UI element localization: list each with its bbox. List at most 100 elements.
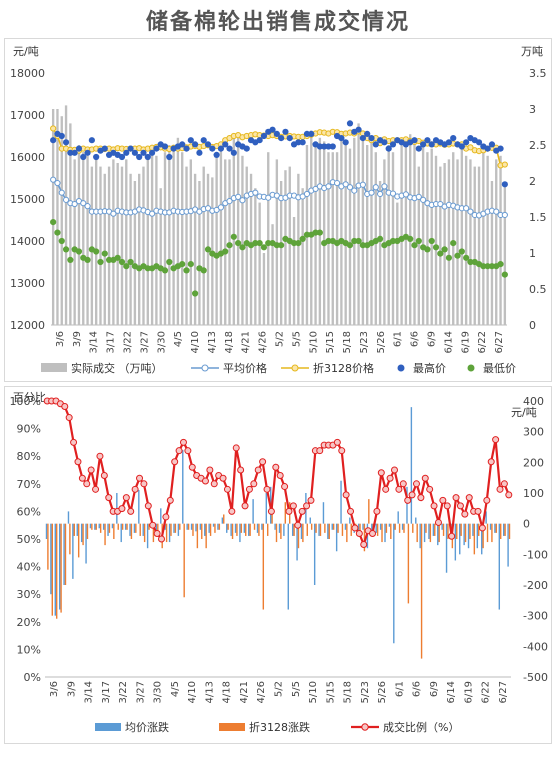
top-volume-bar-58 <box>301 188 304 325</box>
bottom-left-tick-3: 30% <box>17 588 41 601</box>
bottom-avg-change-bar-61 <box>313 523 316 585</box>
top-volume-bar-39 <box>219 148 223 325</box>
top-low-price-point-62 <box>316 229 323 236</box>
bottom-ratio-point-48 <box>254 466 262 474</box>
bottom-zhe-change-bar-43 <box>236 523 238 536</box>
bottom-zhe-change-bar-16 <box>117 523 119 530</box>
top-high-price-point-79 <box>389 141 397 148</box>
top-legend-low-marker <box>467 364 475 372</box>
bottom-ratio-point-32 <box>184 447 192 455</box>
bottom-avg-change-bar-0 <box>45 523 48 539</box>
bottom-zhe-change-bar-105 <box>508 523 511 539</box>
bottom-avg-change-bar-69 <box>349 517 351 524</box>
chart-title: 储备棉轮出销售成交情况 <box>145 10 410 35</box>
top-legend-zhe-label: 折3128价格 <box>313 361 374 375</box>
bottom-avg-change-bar-7 <box>76 523 78 536</box>
top-legend-high-label: 最高价 <box>413 361 446 375</box>
top-low-price-point-8 <box>84 256 91 263</box>
bottom-avg-change-bar-62 <box>318 523 320 536</box>
top-low-price-point-61 <box>312 229 319 236</box>
bottom-zhe-change-bar-85 <box>420 523 423 659</box>
top-legend-zhe-marker <box>291 364 299 372</box>
top-low-price-point-47 <box>252 240 259 247</box>
bottom-x-tick-0: 3/6 <box>49 681 60 697</box>
bottom-avg-change-bar-90 <box>441 523 443 530</box>
bottom-legend-avg-swatch <box>95 723 121 731</box>
top-low-price-point-48 <box>256 240 263 247</box>
top-zhe3128-point-97 <box>467 144 474 151</box>
top-low-price-point-71 <box>355 237 362 245</box>
top-volume-bar-91 <box>443 163 446 325</box>
top-avg-price-point-69 <box>346 184 354 191</box>
bottom-ratio-point-51 <box>267 507 275 515</box>
bottom-zhe-change-bar-67 <box>341 523 344 536</box>
bottom-x-tick-19: 5/26 <box>377 681 388 703</box>
bottom-zhe-change-bar-63 <box>324 523 326 533</box>
bottom-avg-change-bar-17 <box>120 523 122 543</box>
bottom-avg-change-bar-27 <box>164 523 166 530</box>
top-x-tick-11: 4/21 <box>241 331 252 353</box>
bottom-ratio-point-20 <box>131 485 139 493</box>
bottom-avg-change-bar-105 <box>507 523 509 567</box>
top-legend-volume-swatch <box>41 363 67 372</box>
top-low-price-point-52 <box>273 242 280 249</box>
bottom-x-tick-2: 3/14 <box>84 681 95 703</box>
top-low-price-point-100 <box>480 263 487 270</box>
bottom-ratio-point-104 <box>500 480 508 488</box>
bottom-ratio-point-85 <box>417 494 425 502</box>
top-left-tick-0: 12000 <box>10 319 45 332</box>
bottom-ratio-point-105 <box>505 491 513 499</box>
bottom-avg-change-bar-93 <box>454 523 457 561</box>
bottom-avg-change-bar-5 <box>67 511 70 524</box>
bottom-zhe-change-bar-94 <box>460 523 462 536</box>
top-volume-bar-8 <box>86 155 89 325</box>
bottom-zhe-change-bar-91 <box>447 523 449 539</box>
top-volume-bar-88 <box>430 148 433 325</box>
top-volume-bar-17 <box>125 159 128 325</box>
bottom-ratio-point-83 <box>408 491 416 499</box>
top-right-tick-1: 0.5 <box>529 283 547 296</box>
bottom-avg-change-bar-26 <box>160 508 162 524</box>
top-high-price-point-5 <box>71 149 78 156</box>
top-avg-price-point-86 <box>420 196 427 203</box>
bottom-ratio-point-18 <box>122 494 130 502</box>
bottom-avg-change-bar-22 <box>142 523 144 536</box>
bottom-ratio-point-91 <box>443 502 451 510</box>
bottom-avg-change-bar-85 <box>419 523 421 549</box>
top-volume-bar-76 <box>378 181 382 325</box>
top-low-price-point-30 <box>179 261 186 268</box>
bottom-avg-change-bar-54 <box>283 523 285 536</box>
bottom-zhe-change-bar-1 <box>51 523 54 616</box>
top-x-tick-17: 5/18 <box>342 331 353 353</box>
bottom-ratio-point-47 <box>250 480 258 488</box>
top-left-tick-4: 16000 <box>10 151 45 164</box>
top-volume-bar-67 <box>340 137 343 325</box>
bottom-zhe-change-bar-39 <box>218 523 221 530</box>
bottom-avg-change-bar-15 <box>111 523 114 529</box>
top-avg-price-point-41 <box>226 198 233 205</box>
top-low-price-point-88 <box>428 237 435 245</box>
top-high-price-point-38 <box>213 151 220 158</box>
top-x-tick-23: 6/14 <box>443 331 454 353</box>
top-low-price-point-57 <box>295 240 302 247</box>
bottom-ratio-point-30 <box>175 447 183 455</box>
top-low-price-point-53 <box>278 242 285 249</box>
bottom-zhe-change-bar-46 <box>249 523 251 536</box>
top-low-price-point-0 <box>50 219 57 226</box>
top-right-tick-4: 2 <box>529 175 536 188</box>
bottom-ratio-point-36 <box>201 477 209 485</box>
bottom-ratio-point-37 <box>206 466 214 474</box>
bottom-x-tick-1: 3/9 <box>66 681 77 697</box>
bottom-left-tick-4: 40% <box>17 561 41 574</box>
bottom-zhe-change-bar-33 <box>192 523 194 536</box>
top-low-price-point-69 <box>346 242 354 249</box>
top-high-price-point-53 <box>278 135 285 142</box>
bottom-avg-change-bar-87 <box>428 523 430 539</box>
bottom-x-tick-6: 3/30 <box>153 681 164 703</box>
bottom-right-tick-4: -100 <box>523 548 548 561</box>
bottom-ratio-point-92 <box>448 532 456 540</box>
top-avg-price-point-47 <box>252 189 259 196</box>
top-avg-price-point-85 <box>415 193 422 200</box>
top-volume-bar-44 <box>241 155 244 325</box>
bottom-ratio-point-10 <box>87 466 95 474</box>
